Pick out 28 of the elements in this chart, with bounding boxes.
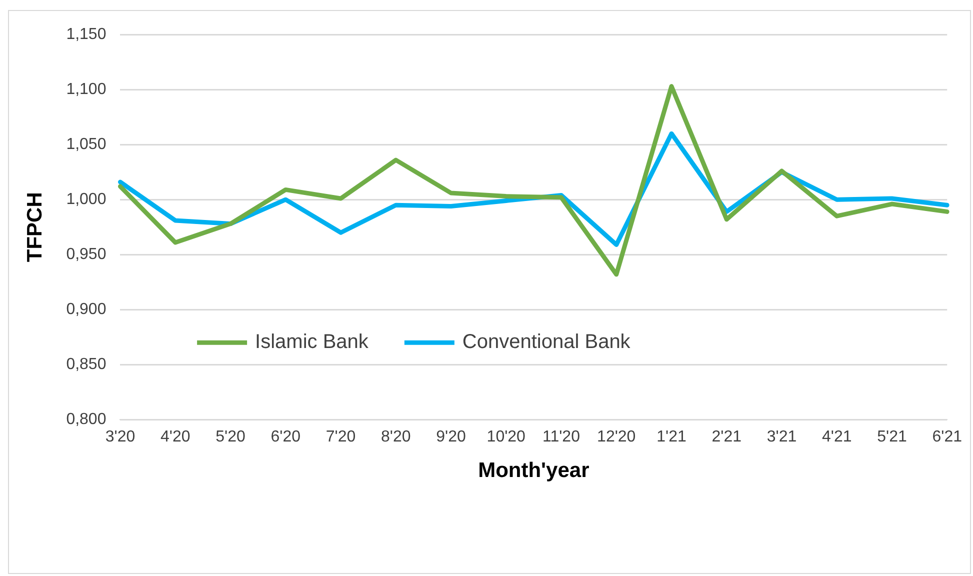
- x-tick-label: 11'20: [542, 428, 580, 446]
- y-tick-label: 1,050: [66, 136, 106, 154]
- y-tick-label: 0,850: [66, 356, 106, 374]
- x-axis-title: Month'year: [478, 459, 590, 482]
- x-tick-label: 4'21: [822, 428, 852, 446]
- y-tick-label: 1,100: [66, 81, 106, 98]
- y-tick-label: 0,800: [66, 411, 106, 428]
- x-tick-label: 6'20: [270, 428, 301, 446]
- y-tick-label: 0,950: [66, 246, 106, 264]
- x-tick-label: 4'20: [160, 428, 190, 446]
- x-tick-label: 9'20: [436, 428, 466, 446]
- legend-label: Conventional Bank: [462, 331, 632, 354]
- y-tick-label: 1,150: [66, 26, 106, 44]
- y-axis-title: TFPCH: [23, 192, 46, 262]
- y-tick-label: 0,900: [66, 301, 106, 318]
- x-tick-label: 3'21: [766, 428, 797, 446]
- x-tick-label: 7'20: [326, 428, 356, 446]
- y-tick-label: 1,000: [66, 191, 106, 208]
- x-tick-label: 3'20: [105, 428, 136, 446]
- x-tick-label: 12'20: [597, 428, 636, 446]
- legend-label: Islamic Bank: [255, 331, 370, 354]
- x-tick-label: 5'20: [216, 428, 246, 446]
- x-tick-label: 6'21: [932, 428, 962, 446]
- x-tick-label: 10'20: [486, 428, 526, 446]
- x-tick-label: 2'21: [712, 428, 742, 446]
- x-tick-label: 1'21: [656, 428, 686, 446]
- x-tick-label: 5'21: [877, 428, 907, 446]
- x-tick-label: 8'20: [380, 428, 411, 446]
